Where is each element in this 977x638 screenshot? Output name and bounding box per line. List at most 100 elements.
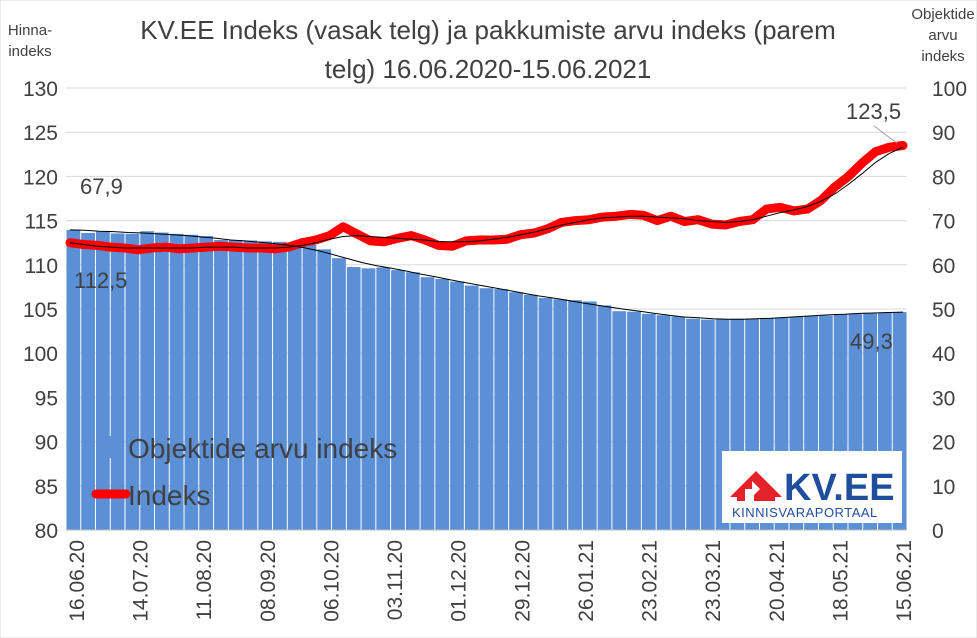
left-axis-label-line-1: Hinna-: [8, 22, 52, 39]
x-tick-label-3: 08.09.20: [257, 540, 280, 622]
chart-title-line-1: KV.EE Indeks (vasak telg) ja pakkumiste …: [140, 15, 836, 45]
left-tick-label-10: 130: [23, 78, 58, 101]
right-axis-label-line-3: indeks: [921, 48, 964, 65]
bar-6: [155, 232, 169, 530]
x-tick-label-4: 06.10.20: [320, 540, 343, 622]
bar-7: [169, 233, 184, 531]
legend: Objektide arvu indeks Indeks: [91, 433, 397, 511]
right-tick-label-3: 30: [932, 387, 955, 410]
bar-28: [479, 288, 494, 530]
x-tick-label-9: 23.02.21: [639, 540, 662, 622]
bar-10: [214, 240, 228, 530]
bar-5: [140, 231, 155, 530]
bar-11: [228, 240, 243, 530]
left-tick-label-1: 85: [35, 476, 58, 499]
bar-24: [420, 277, 435, 530]
x-tick-label-2: 11.08.20: [193, 540, 216, 620]
legend-label-line: Indeks: [128, 480, 211, 511]
right-axis-label-line-1: Objektide: [911, 6, 974, 23]
x-tick-label-0: 16.06.20: [66, 540, 89, 622]
left-tick-label-0: 80: [35, 520, 58, 543]
tick-labels: 80 85 90 95 100 105 110 115 120 125 130 0 10 20 30 40 50…: [23, 78, 967, 622]
bar-29: [494, 289, 509, 530]
bar-8: [184, 234, 199, 530]
house-icon-cutout: [745, 481, 760, 501]
left-tick-label-5: 105: [23, 299, 58, 322]
right-tick-label-5: 50: [932, 299, 955, 322]
left-tick-label-8: 120: [23, 166, 58, 189]
right-tick-label-7: 70: [932, 211, 955, 234]
bar-27: [464, 285, 479, 530]
bar-26: [450, 281, 464, 530]
bar-38: [627, 311, 641, 530]
bar-18: [332, 258, 346, 530]
kv-ee-logo: KV.EE KINNISVARAPORTAAL: [722, 451, 902, 523]
left-tick-label-2: 90: [35, 432, 58, 455]
bar-series: [66, 229, 907, 531]
annotation-bar-end: 49,3: [850, 329, 893, 354]
legend-swatch-bars: [100, 436, 122, 458]
annotation-line-end: 123,5: [846, 99, 901, 124]
bar-39: [641, 313, 656, 530]
left-axis-label-line-2: indeks: [8, 43, 51, 60]
bar-36: [597, 305, 612, 530]
bar-42: [686, 318, 700, 530]
left-tick-label-7: 115: [25, 211, 58, 234]
right-tick-label-8: 80: [932, 166, 955, 189]
bar-15: [287, 242, 302, 530]
bar-25: [435, 278, 450, 530]
right-axis-label-line-2: arvu: [928, 27, 957, 44]
x-tick-label-6: 01.12.20: [448, 540, 471, 622]
trend-line-3: [69, 229, 904, 320]
bar-30: [509, 292, 523, 530]
bar-12: [243, 240, 258, 531]
x-tick-label-7: 29.12.20: [511, 540, 534, 622]
x-tick-label-5: 03.11.20: [384, 540, 407, 620]
bar-16: [302, 244, 317, 530]
bar-19: [346, 267, 361, 530]
bar-23: [405, 272, 420, 530]
bar-41: [671, 316, 686, 530]
bar-33: [553, 299, 568, 530]
x-tick-label-12: 18.05.21: [829, 540, 852, 622]
bar-40: [656, 315, 671, 530]
right-tick-label-2: 20: [932, 432, 955, 455]
legend-label-bars: Objektide arvu indeks: [128, 433, 397, 464]
bar-21: [376, 267, 391, 530]
bar-4: [125, 233, 140, 531]
bar-1: [81, 232, 96, 530]
annotation-bar-start: 67,9: [80, 174, 123, 199]
bar-20: [361, 268, 376, 530]
left-tick-label-6: 110: [25, 255, 58, 278]
chart-title-line-2: telg) 16.06.2020-15.06.2021: [325, 54, 652, 84]
right-tick-label-10: 100: [932, 78, 967, 101]
line-series: [65, 141, 908, 320]
annotation-line-start: 112,5: [74, 268, 127, 293]
bar-13: [258, 241, 273, 530]
right-tick-label-9: 90: [932, 122, 955, 145]
bar-14: [273, 241, 287, 531]
x-tick-label-1: 14.07.20: [130, 540, 153, 622]
x-tick-label-13: 15.06.21: [893, 540, 916, 622]
bar-9: [199, 236, 214, 530]
x-tick-label-10: 23.03.21: [702, 540, 725, 622]
right-tick-label-1: 10: [932, 476, 955, 499]
x-tick-label-11: 20.04.21: [766, 540, 789, 622]
bar-31: [523, 294, 538, 530]
bar-32: [538, 297, 553, 530]
logo-tagline: KINNISVARAPORTAAL: [732, 505, 878, 520]
bar-34: [568, 300, 582, 530]
bar-17: [317, 249, 332, 530]
bar-0: [66, 229, 81, 530]
left-tick-label-3: 95: [35, 387, 58, 410]
bar-22: [391, 270, 405, 530]
annotation-leader-line: [873, 125, 898, 144]
left-tick-label-9: 125: [23, 122, 58, 145]
right-tick-label-6: 60: [932, 255, 955, 278]
right-tick-label-0: 0: [932, 520, 944, 543]
bar-43: [700, 319, 715, 530]
logo-brand: KV.EE: [784, 467, 895, 509]
left-tick-label-4: 100: [23, 343, 58, 366]
